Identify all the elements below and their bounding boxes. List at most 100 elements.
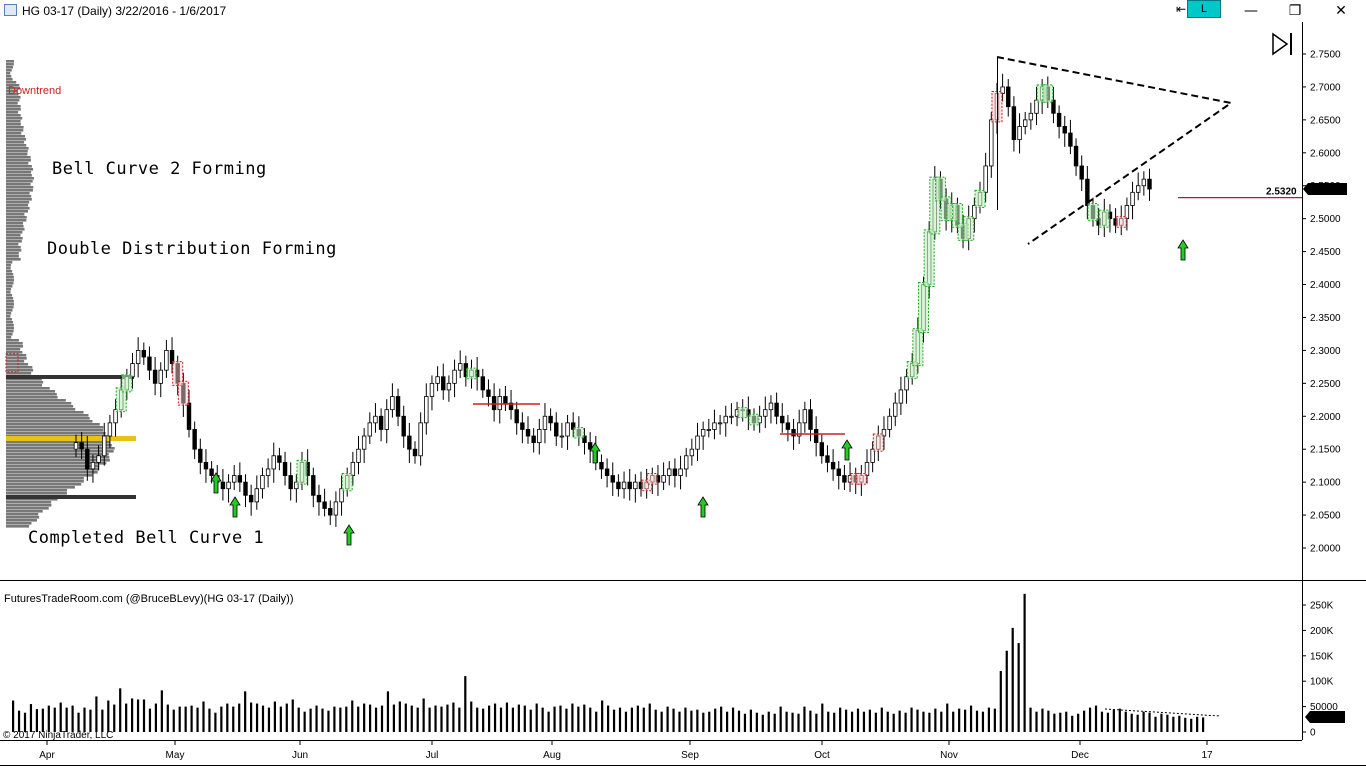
- minimize-button[interactable]: —: [1244, 3, 1258, 19]
- volume-bar: [291, 699, 294, 732]
- profile-bar: [6, 87, 21, 90]
- volume-bar: [339, 707, 342, 732]
- profile-bar: [6, 312, 12, 315]
- profile-bar: [6, 111, 19, 114]
- candle-body: [508, 402, 514, 411]
- candle-body: [1062, 126, 1067, 134]
- profile-bar: [6, 93, 19, 96]
- volume-bar: [1053, 713, 1056, 732]
- profile-bar: [6, 444, 112, 447]
- volume-bar: [309, 708, 312, 732]
- bearish-signal-box: [5, 353, 19, 373]
- profile-bar: [6, 378, 42, 381]
- volume-bar: [202, 701, 205, 732]
- profile-bar: [6, 360, 25, 363]
- instrument-link-button[interactable]: L: [1187, 0, 1221, 18]
- candle-body: [446, 382, 452, 391]
- volume-axis-ticks: 0 50000 100K 150K 200K 250K: [1302, 601, 1338, 739]
- maximize-button[interactable]: ❐: [1288, 3, 1302, 19]
- profile-bar: [6, 417, 90, 420]
- profile-bar: [6, 279, 14, 282]
- candle-body: [1028, 112, 1034, 121]
- volume-bar: [797, 713, 800, 732]
- profile-bar: [6, 324, 14, 327]
- candle-body: [452, 369, 457, 384]
- candle-body: [390, 396, 395, 411]
- profile-bar: [6, 105, 21, 108]
- profile-bar: [6, 432, 106, 435]
- profile-bar: [6, 393, 57, 396]
- volume-bar: [850, 711, 854, 732]
- volume-bar: [392, 704, 395, 732]
- candle-body: [864, 461, 870, 476]
- profile-bar: [6, 126, 24, 129]
- candle-body: [457, 363, 463, 371]
- copyright-text: © 2017 NinjaTrader, LLC: [3, 730, 113, 741]
- profile-bar: [6, 132, 22, 135]
- profile-bar: [6, 414, 89, 417]
- volume-bar: [345, 706, 348, 732]
- candle-body: [1136, 185, 1141, 193]
- chart-app-icon: [4, 4, 17, 16]
- volume-bar: [880, 707, 883, 732]
- profile-bar: [6, 117, 23, 120]
- volume-bar: [922, 711, 925, 732]
- last-volume-marker: 28683: [1305, 711, 1345, 724]
- volume-bar: [148, 708, 152, 732]
- volume-bar: [446, 704, 449, 732]
- volume-bar: [434, 705, 437, 732]
- time-tick-label: Aug: [543, 750, 561, 761]
- volume-bar: [1059, 712, 1062, 732]
- volume-bar: [464, 676, 467, 732]
- profile-bar: [6, 426, 104, 429]
- candle-body: [684, 455, 689, 470]
- volume-bar: [839, 707, 842, 732]
- profile-bar: [6, 273, 14, 276]
- profile-bar: [6, 381, 44, 384]
- candle-body: [339, 488, 344, 503]
- bearish-signal-box: [172, 361, 184, 386]
- volume-bar: [1106, 712, 1109, 732]
- profile-bar: [6, 195, 32, 198]
- profile-bar: [6, 171, 32, 174]
- profile-bar: [6, 144, 27, 147]
- volume-bar: [244, 691, 247, 732]
- candle-body: [819, 442, 824, 457]
- volume-bar: [511, 707, 514, 732]
- profile-bar: [6, 471, 98, 474]
- volume-bar: [505, 702, 509, 732]
- bearish-signal-box: [1115, 216, 1127, 228]
- bullish-signal-box: [906, 361, 918, 380]
- profile-bar: [6, 291, 11, 294]
- candle-body: [604, 468, 610, 476]
- candle-body: [367, 422, 372, 437]
- close-button[interactable]: ✕: [1335, 3, 1347, 19]
- profile-bar: [6, 189, 33, 192]
- volume-bar: [452, 702, 455, 732]
- profile-bar: [6, 78, 13, 81]
- profile-bar: [6, 522, 32, 525]
- volume-bar: [23, 712, 27, 732]
- bullish-signal-box: [923, 229, 935, 288]
- volume-bar: [1178, 715, 1181, 732]
- candle-body: [525, 429, 531, 437]
- time-tick-label: 17: [1201, 750, 1213, 761]
- profile-bar: [6, 456, 110, 459]
- profile-bar: [6, 330, 14, 333]
- candle-body: [316, 494, 322, 503]
- volume-bar: [142, 699, 146, 732]
- volume-bar: [856, 708, 860, 732]
- link-arrow-icon[interactable]: ⇤: [1176, 2, 1187, 16]
- volume-bar: [690, 710, 693, 732]
- candle-body: [147, 356, 152, 371]
- volume-bar: [809, 710, 812, 732]
- candle-body: [220, 481, 226, 490]
- scroll-end-icon[interactable]: [1272, 32, 1292, 56]
- volume-bar: [779, 706, 782, 732]
- profile-bar: [6, 258, 21, 261]
- candle-body: [587, 442, 593, 450]
- volume-tick-label: 100K: [1310, 677, 1334, 688]
- price-level-label: 2.5320: [1266, 187, 1297, 198]
- volume-bar: [559, 705, 562, 732]
